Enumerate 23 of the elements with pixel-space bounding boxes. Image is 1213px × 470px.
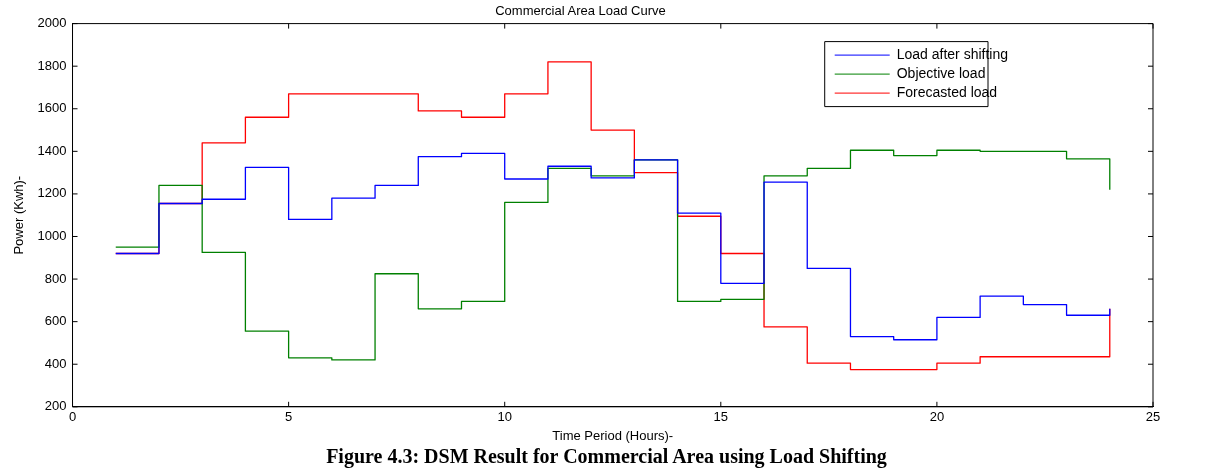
y-tick-label: 1400 xyxy=(37,142,67,158)
legend-label: Load after shifting xyxy=(896,45,1008,62)
y-tick-label: 2000 xyxy=(37,15,67,31)
chart-title: Commercial Area Load Curve xyxy=(495,3,666,19)
y-tick-label: 1600 xyxy=(37,100,67,116)
caption: Figure 4.3: DSM Result for Commercial Area using Load Shifting xyxy=(325,444,888,468)
y-tick-label: 1800 xyxy=(37,57,67,73)
legend-label: Forecasted load xyxy=(896,83,998,100)
x-tick-label: 25 xyxy=(1145,409,1161,425)
x-tick-label: 10 xyxy=(497,409,512,425)
y-tick-label: 1000 xyxy=(37,228,67,244)
x-tick-label: 0 xyxy=(68,409,77,425)
y-tick-label: 1200 xyxy=(37,185,67,201)
y-tick-label: 600 xyxy=(44,313,67,329)
x-tick-label: 15 xyxy=(713,409,729,425)
y-axis-title: Power (Kwh)- xyxy=(11,175,27,255)
x-tick-label: 20 xyxy=(929,409,945,425)
legend-label: Objective load xyxy=(896,64,986,81)
x-tick-label: 5 xyxy=(285,409,293,425)
y-tick-label: 200 xyxy=(44,398,67,414)
x-axis-title: Time Period (Hours)- xyxy=(552,427,674,443)
y-tick-label: 400 xyxy=(44,355,67,371)
y-tick-label: 800 xyxy=(44,270,67,286)
